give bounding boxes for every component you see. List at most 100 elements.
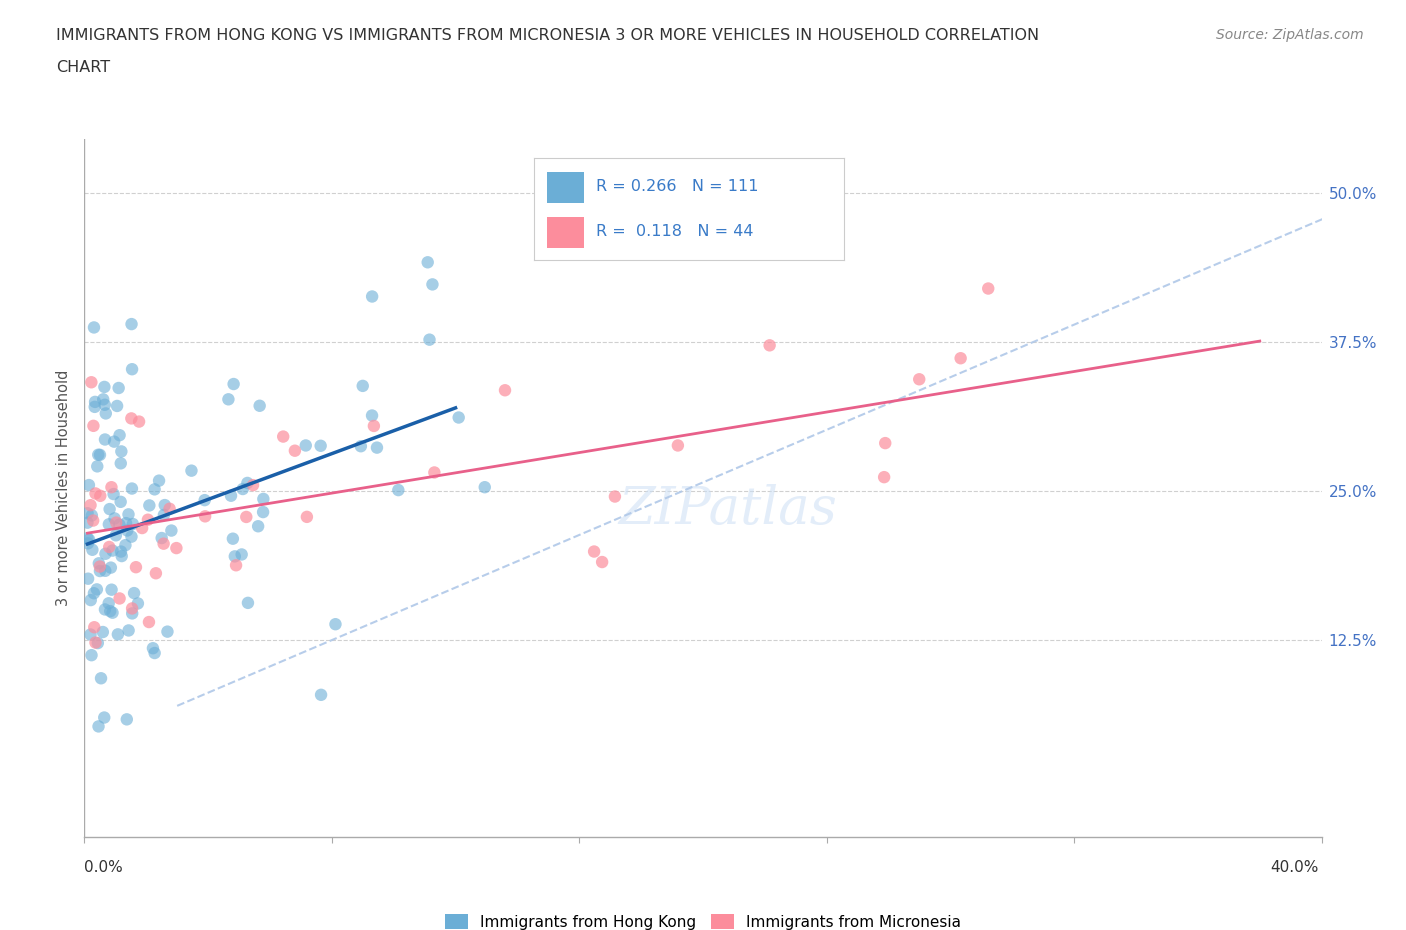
Point [100,560,122,575]
Point [217,392,239,406]
Point [165,540,187,555]
Point [110,456,132,471]
Point [143,645,166,660]
Point [366,440,388,455]
Point [224,549,246,564]
Point [127,596,149,611]
Point [309,687,332,702]
Point [758,338,780,352]
Point [474,480,496,495]
Point [110,444,132,458]
Text: IMMIGRANTS FROM HONG KONG VS IMMIGRANTS FROM MICRONESIA 3 OR MORE VEHICLES IN HO: IMMIGRANTS FROM HONG KONG VS IMMIGRANTS … [56,28,1039,43]
Text: CHART: CHART [56,60,110,75]
Point [90,671,112,685]
Point [76,506,98,521]
Point [232,482,254,497]
Point [98,539,121,554]
Point [87,556,110,571]
Point [125,560,148,575]
Point [150,531,173,546]
Point [94,397,117,412]
Point [108,591,131,606]
Point [160,523,183,538]
Point [252,491,274,506]
Point [103,486,125,501]
Point [93,379,115,394]
Point [138,615,160,630]
Point [97,596,120,611]
Point [120,411,142,426]
Point [249,398,271,413]
Point [418,332,440,347]
Point [121,601,143,616]
Point [77,532,100,547]
Point [128,414,150,429]
Point [82,418,104,433]
Point [236,475,259,490]
Point [159,501,181,516]
Point [103,434,125,449]
Point [89,447,111,462]
Point [114,538,136,552]
Point [142,641,165,656]
Point [152,537,174,551]
Point [87,635,110,650]
Point [107,380,129,395]
Point [94,406,117,421]
Point [83,619,105,634]
FancyBboxPatch shape [547,172,583,203]
Point [94,602,117,617]
Point [105,399,128,414]
Point [148,473,170,488]
Point [86,582,108,597]
Text: 40.0%: 40.0% [1271,860,1319,875]
Point [875,435,897,450]
Point [219,488,242,503]
Point [80,592,103,607]
Point [80,508,103,523]
Point [309,438,332,453]
Point [98,501,121,516]
Point [387,483,409,498]
Point [89,559,111,574]
Point [80,375,103,390]
Point [101,605,124,620]
Point [79,627,101,642]
Point [122,586,145,601]
Point [949,351,972,365]
Point [180,463,202,478]
Point [84,394,107,409]
Point [121,516,143,531]
Point [100,582,122,597]
Point [107,627,129,642]
Point [225,558,247,573]
Point [977,281,1000,296]
Point [104,528,127,543]
Point [87,719,110,734]
Point [363,418,385,433]
Point [361,408,384,423]
Point [83,399,105,414]
Point [83,586,105,601]
Point [121,481,143,496]
Point [583,544,606,559]
Point [77,478,100,493]
Point [361,289,384,304]
Point [91,392,114,406]
Point [108,428,131,443]
Point [136,512,159,527]
Point [235,510,257,525]
Point [194,493,217,508]
Point [247,519,270,534]
Legend: Immigrants from Hong Kong, Immigrants from Micronesia: Immigrants from Hong Kong, Immigrants fr… [439,908,967,930]
Point [194,509,217,524]
Point [603,489,626,504]
Point [666,438,689,453]
Point [76,531,98,546]
Point [110,495,132,510]
Point [494,383,516,398]
Point [115,712,138,727]
Text: R =  0.118   N = 44: R = 0.118 N = 44 [596,224,754,239]
Point [908,372,931,387]
Text: 0.0%: 0.0% [84,860,124,875]
